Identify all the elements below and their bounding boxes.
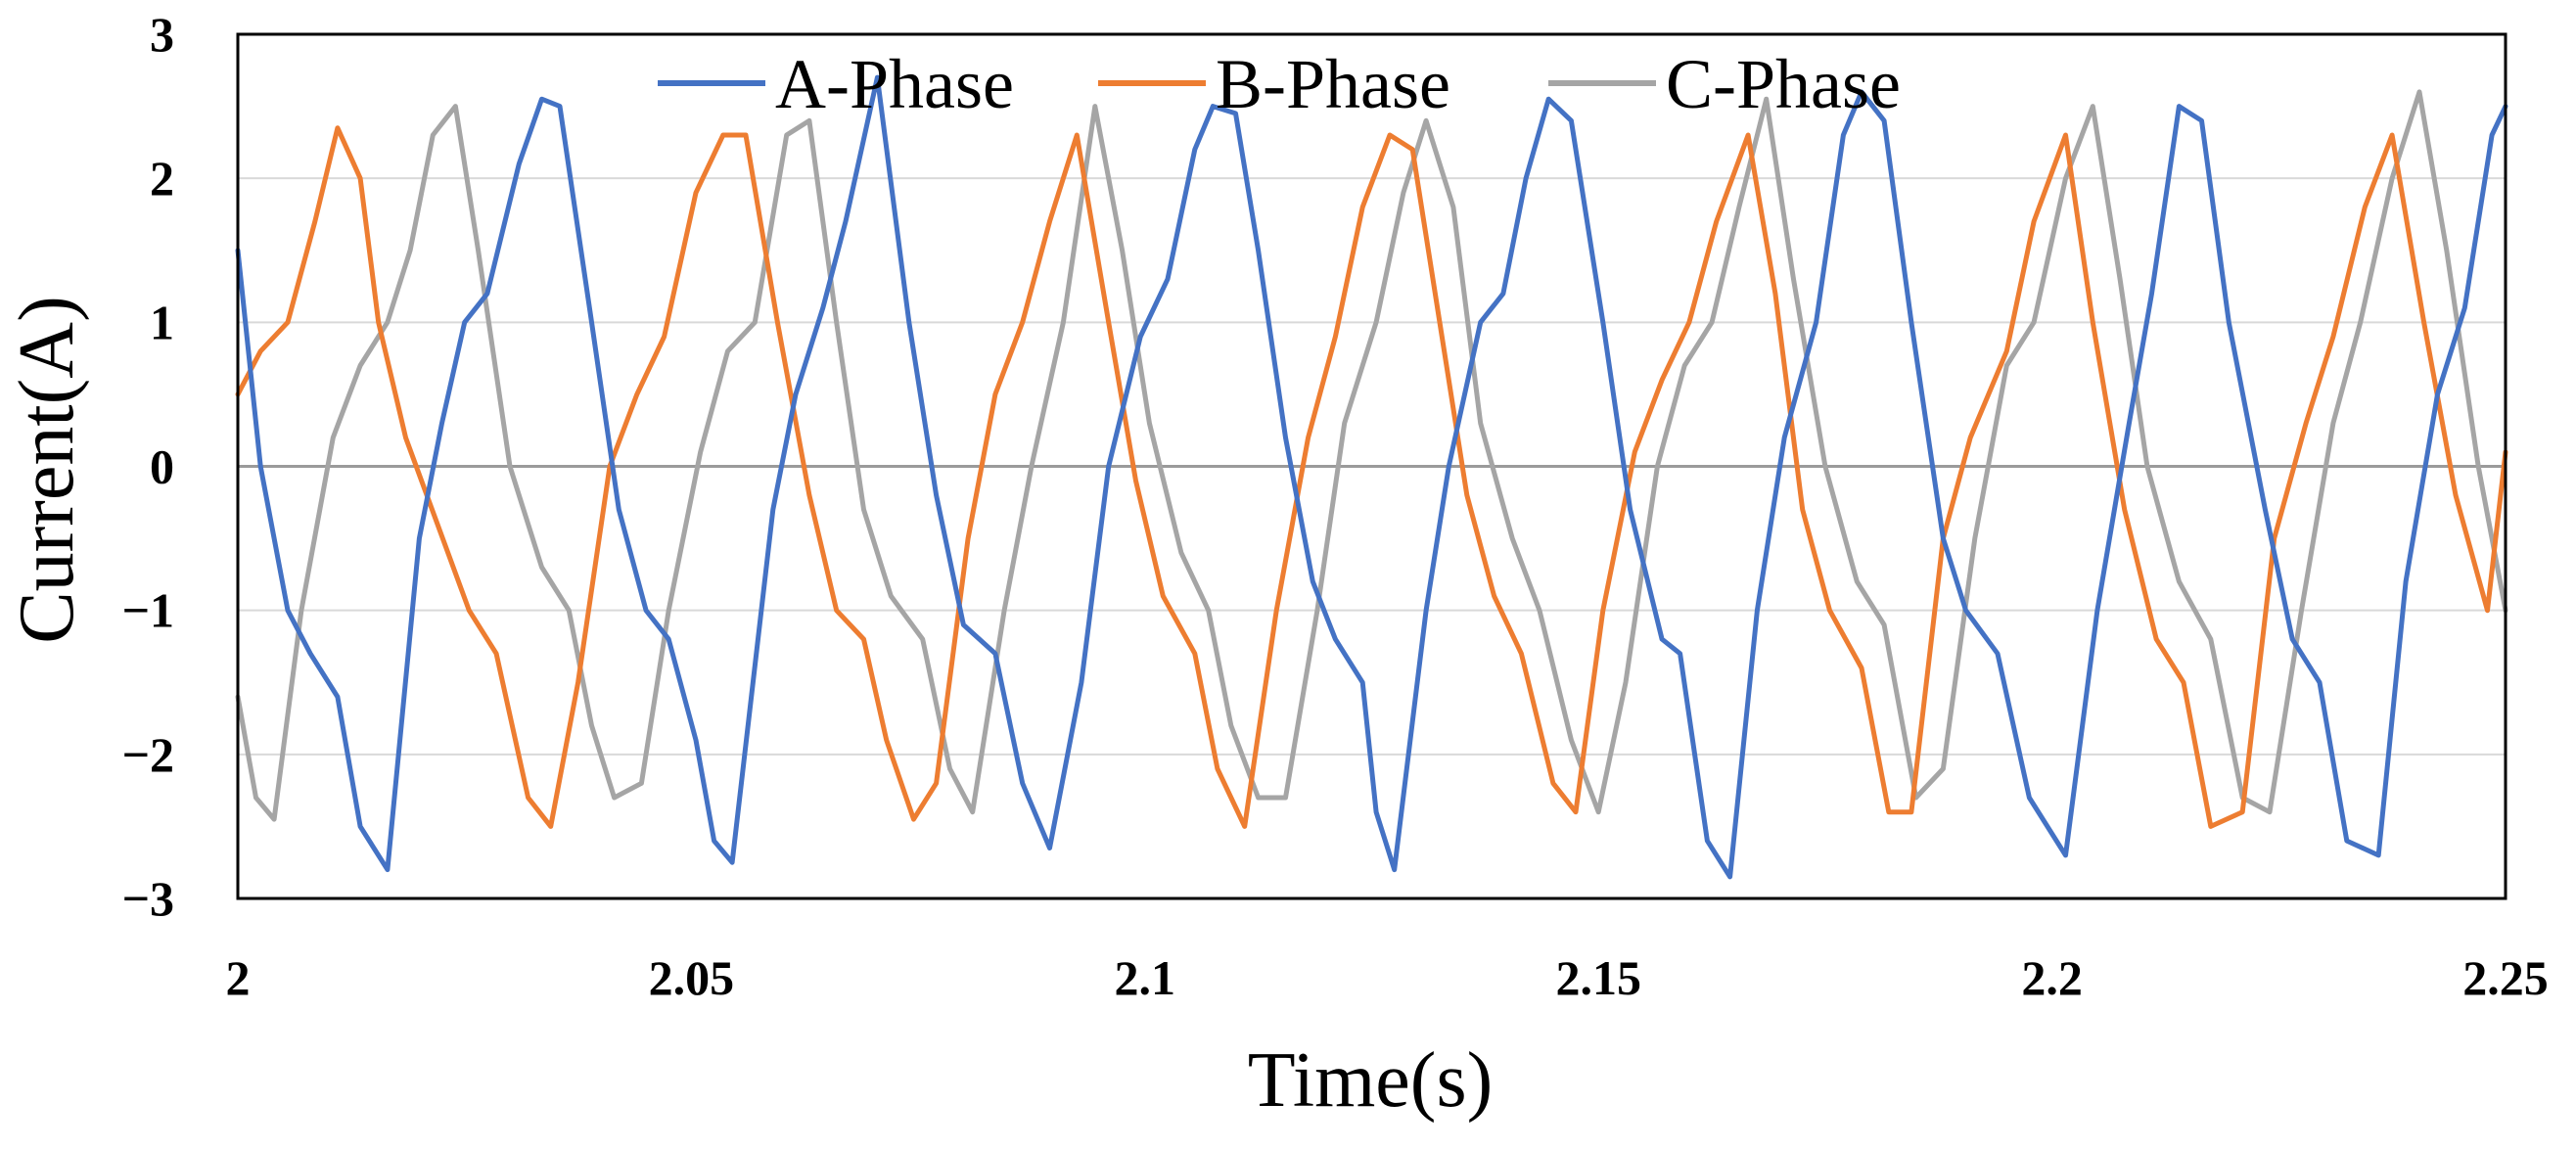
plot-frame bbox=[236, 32, 2507, 900]
legend: A-Phase B-Phase C-Phase bbox=[658, 45, 1901, 123]
legend-label-b-phase: B-Phase bbox=[1216, 45, 1450, 123]
x-tick-label: 2.05 bbox=[649, 950, 735, 1005]
series-lines bbox=[235, 74, 2508, 880]
x-tick-labels: 2 2.05 2.1 2.15 2.2 2.25 bbox=[226, 950, 2549, 1005]
y-tick-label: 1 bbox=[150, 295, 174, 349]
x-tick-label: 2.2 bbox=[2021, 950, 2083, 1005]
x-tick-label: 2.15 bbox=[1555, 950, 1641, 1005]
y-tick-label: −3 bbox=[122, 871, 175, 926]
x-axis-title: Time(s) bbox=[1248, 1037, 1493, 1124]
y-tick-label: 3 bbox=[150, 7, 174, 62]
y-tick-label: 2 bbox=[150, 151, 174, 206]
legend-label-c-phase: C-Phase bbox=[1666, 45, 1901, 123]
legend-label-a-phase: A-Phase bbox=[775, 45, 1014, 123]
series-line-a-phase bbox=[235, 74, 2508, 880]
x-tick-label: 2.25 bbox=[2462, 950, 2549, 1005]
x-tick-label: 2 bbox=[226, 950, 251, 1005]
y-tick-labels: 3 2 1 0 −1 −2 −3 bbox=[122, 7, 175, 926]
x-tick-label: 2.1 bbox=[1115, 950, 1176, 1005]
y-tick-label: 0 bbox=[150, 439, 174, 494]
y-axis-title: Current(A) bbox=[4, 296, 90, 643]
series-line-b-phase bbox=[235, 125, 2508, 829]
y-tick-label: −1 bbox=[122, 583, 175, 638]
y-tick-label: −2 bbox=[122, 727, 175, 782]
